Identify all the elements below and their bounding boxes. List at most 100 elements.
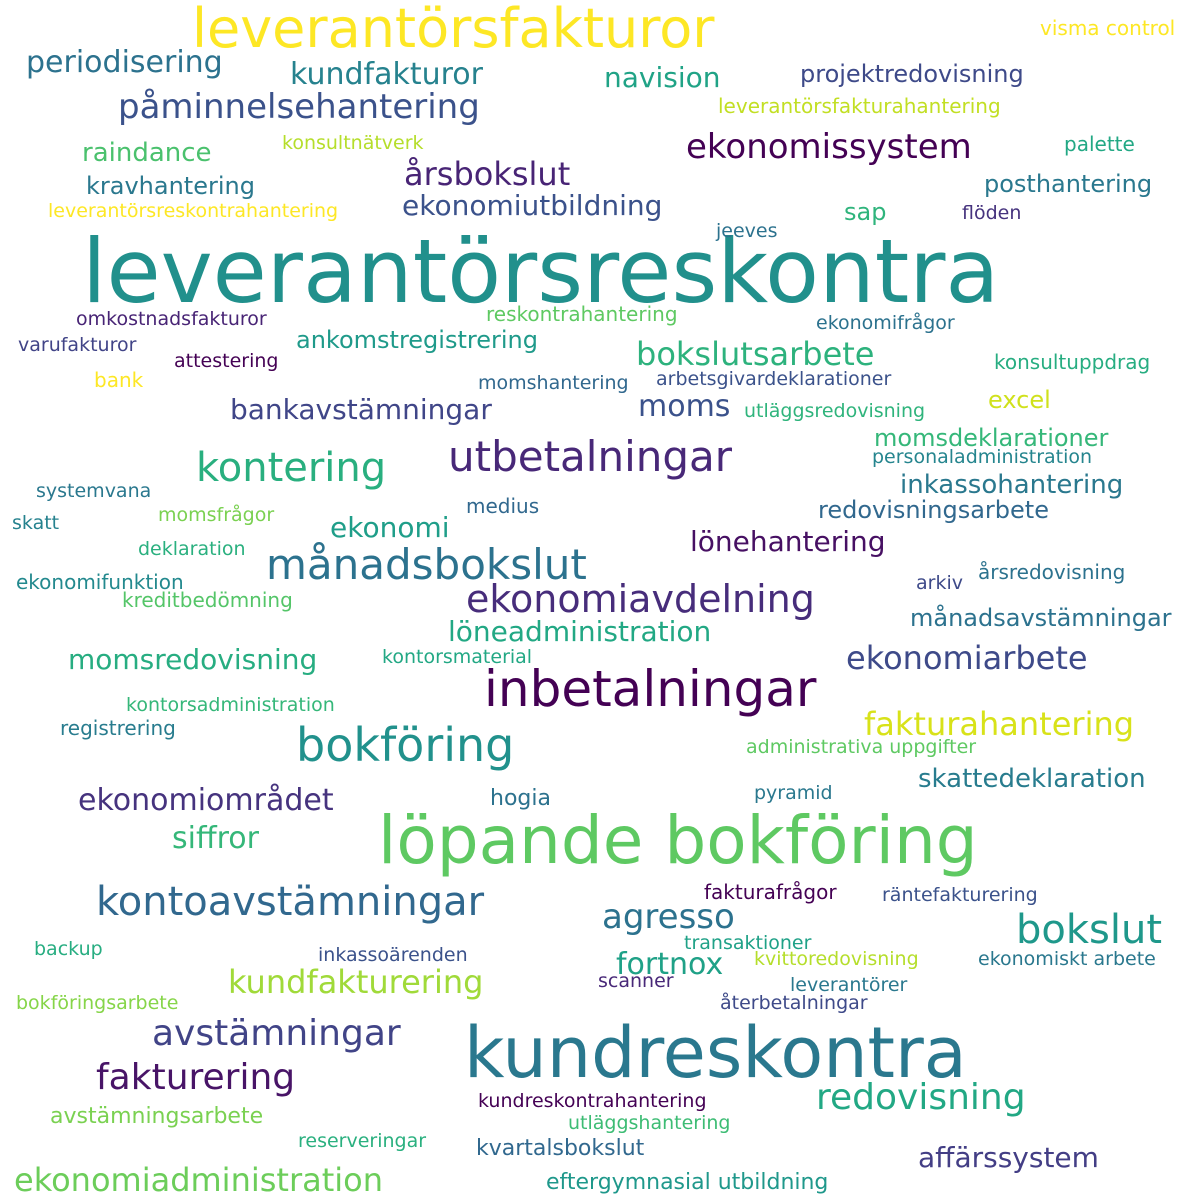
word-leverantorsreskontrahantering: leverantörsreskontrahantering [48, 200, 339, 222]
word-reskontrahantering: reskontrahantering [486, 302, 678, 326]
word-leverantorsfakturahantering: leverantörsfakturahantering [718, 94, 1001, 118]
word-bankavstamningar: bankavstämningar [230, 393, 492, 426]
word-kontering: kontering [196, 445, 387, 491]
word-kundreskontrahantering: kundreskontrahantering [478, 1090, 707, 1112]
word-arbetsgivardeklarationer: arbetsgivardeklarationer [656, 368, 892, 390]
word-rantefakturering: räntefakturering [882, 884, 1038, 906]
word-raindance: raindance [82, 138, 212, 168]
word-kvartalsbokslut: kvartalsbokslut [476, 1136, 645, 1161]
word-avstamningar: avstämningar [152, 1013, 401, 1054]
word-manadsavstamningar: månadsavstämningar [910, 604, 1172, 632]
word-ekonomifragor: ekonomifrågor [816, 312, 955, 334]
word-hogia: hogia [490, 786, 551, 811]
word-sap: sap [844, 198, 887, 226]
word-navision: navision [604, 61, 721, 94]
word-kundfakturering: kundfakturering [228, 963, 484, 1001]
word-lonehantering: lönehantering [690, 525, 886, 558]
word-leverantorsfakturor: leverantörsfakturor [192, 0, 715, 60]
word-paminnelsehantering: påminnelsehantering [118, 87, 480, 127]
word-backup: backup [34, 938, 103, 960]
word-agresso: agresso [602, 897, 735, 937]
word-bank: bank [94, 368, 144, 392]
word-administrativa-uppgifter: administrativa uppgifter [746, 736, 977, 758]
word-projektredovisning: projektredovisning [800, 60, 1024, 88]
word-arkiv: arkiv [916, 572, 963, 594]
word-inkassoarenden: inkassoärenden [318, 944, 468, 966]
word-momsredovisning: momsredovisning [68, 643, 318, 676]
word-attestering: attestering [174, 350, 279, 372]
word-inkassohantering: inkassohantering [900, 470, 1124, 500]
word-registrering: registrering [60, 716, 176, 740]
word-kravhantering: kravhantering [86, 172, 255, 200]
word-ekonomiutbildning: ekonomiutbildning [402, 189, 663, 222]
word-ekonomiarbete: ekonomiarbete [846, 639, 1088, 677]
word-ekonomiskt-arbete: ekonomiskt arbete [978, 948, 1156, 970]
word-scanner: scanner [598, 970, 674, 992]
word-palette: palette [1064, 132, 1135, 156]
word-kreditbedomning: kreditbedömning [122, 588, 293, 612]
word-bokslutsarbete: bokslutsarbete [636, 335, 875, 373]
word-avstamningsarbete: avstämningsarbete [50, 1104, 264, 1129]
word-jeeves: jeeves [716, 220, 778, 242]
word-reserveringar: reserveringar [298, 1130, 427, 1152]
word-floden: flöden [962, 202, 1022, 224]
word-utlaggsredovisning: utläggsredovisning [744, 400, 926, 422]
word-loneadministration: löneadministration [448, 615, 712, 648]
word-eftergymnasial-utbildning: eftergymnasial utbildning [546, 1170, 829, 1195]
word-fakturahantering: fakturahantering [864, 705, 1135, 743]
word-arsbokslut: årsbokslut [404, 155, 571, 193]
word-ekonomifunktion: ekonomifunktion [16, 570, 184, 594]
word-leverantorsreskontra: leverantörsreskontra [82, 220, 1000, 323]
word-omkostnadsfakturor: omkostnadsfakturor [76, 308, 267, 330]
word-leverantorer: leverantörer [790, 974, 908, 996]
word-ekonomiavdelning: ekonomiavdelning [466, 577, 815, 621]
word-redovisningsarbete: redovisningsarbete [818, 496, 1049, 524]
word-utlaggshantering: utläggshantering [568, 1112, 731, 1134]
word-moms: moms [638, 389, 731, 424]
word-skatt: skatt [12, 512, 60, 534]
word-konsultnatverk: konsultnätverk [282, 132, 424, 154]
word-fakturafragor: fakturafrågor [704, 880, 837, 904]
word-bokforingsarbete: bokföringsarbete [16, 992, 179, 1014]
word-deklaration: deklaration [138, 538, 246, 560]
word-systemvana: systemvana [36, 480, 152, 502]
word-fortnox: fortnox [616, 947, 724, 982]
word-utbetalningar: utbetalningar [448, 432, 733, 481]
word-ankomstregistrering: ankomstregistrering [296, 326, 538, 354]
word-konsultuppdrag: konsultuppdrag [994, 350, 1151, 374]
word-inbetalningar: inbetalningar [484, 660, 817, 718]
word-momsfragor: momsfrågor [158, 504, 275, 526]
word-siffror: siffror [172, 821, 259, 856]
word-posthantering: posthantering [984, 170, 1153, 198]
word-bokslut: bokslut [1016, 907, 1163, 953]
word-transaktioner: transaktioner [684, 932, 812, 954]
word-excel: excel [988, 386, 1051, 414]
word-personaladministration: personaladministration [872, 446, 1093, 468]
word-ekonomi: ekonomi [330, 511, 450, 544]
word-kontorsadministration: kontorsadministration [126, 694, 335, 716]
word-visma-control: visma control [1040, 16, 1176, 40]
word-pyramid: pyramid [754, 782, 833, 804]
word-skattedeklaration: skattedeklaration [918, 764, 1146, 794]
word-momshantering: momshantering [478, 372, 629, 394]
word-momsdeklarationer: momsdeklarationer [874, 424, 1109, 452]
word-ekonomiadministration: ekonomiadministration [14, 1161, 384, 1199]
word-kundreskontra: kundreskontra [464, 1012, 967, 1094]
word-ekonomissystem: ekonomissystem [686, 127, 972, 167]
word-kundfakturor: kundfakturor [290, 57, 483, 92]
word-manadsbokslut: månadsbokslut [266, 540, 587, 589]
word-redovisning: redovisning [816, 1077, 1026, 1118]
word-kontorsmaterial: kontorsmaterial [382, 646, 533, 668]
word-ekonomiomradet: ekonomiområdet [78, 783, 334, 818]
word-lopande-bokforing: löpande bokföring [378, 802, 978, 879]
word-varufakturor: varufakturor [18, 334, 137, 356]
word-arsredovisning: årsredovisning [978, 560, 1126, 584]
word-medius: medius [466, 494, 540, 518]
word-fakturering: fakturering [96, 1057, 296, 1098]
word-kontoavstamningar: kontoavstämningar [96, 879, 485, 925]
word-periodisering: periodisering [26, 45, 223, 80]
word-affarssystem: affärssystem [918, 1141, 1099, 1174]
word-aterbetalningar: återbetalningar [720, 992, 868, 1014]
word-kvittoredovisning: kvittoredovisning [754, 948, 919, 970]
